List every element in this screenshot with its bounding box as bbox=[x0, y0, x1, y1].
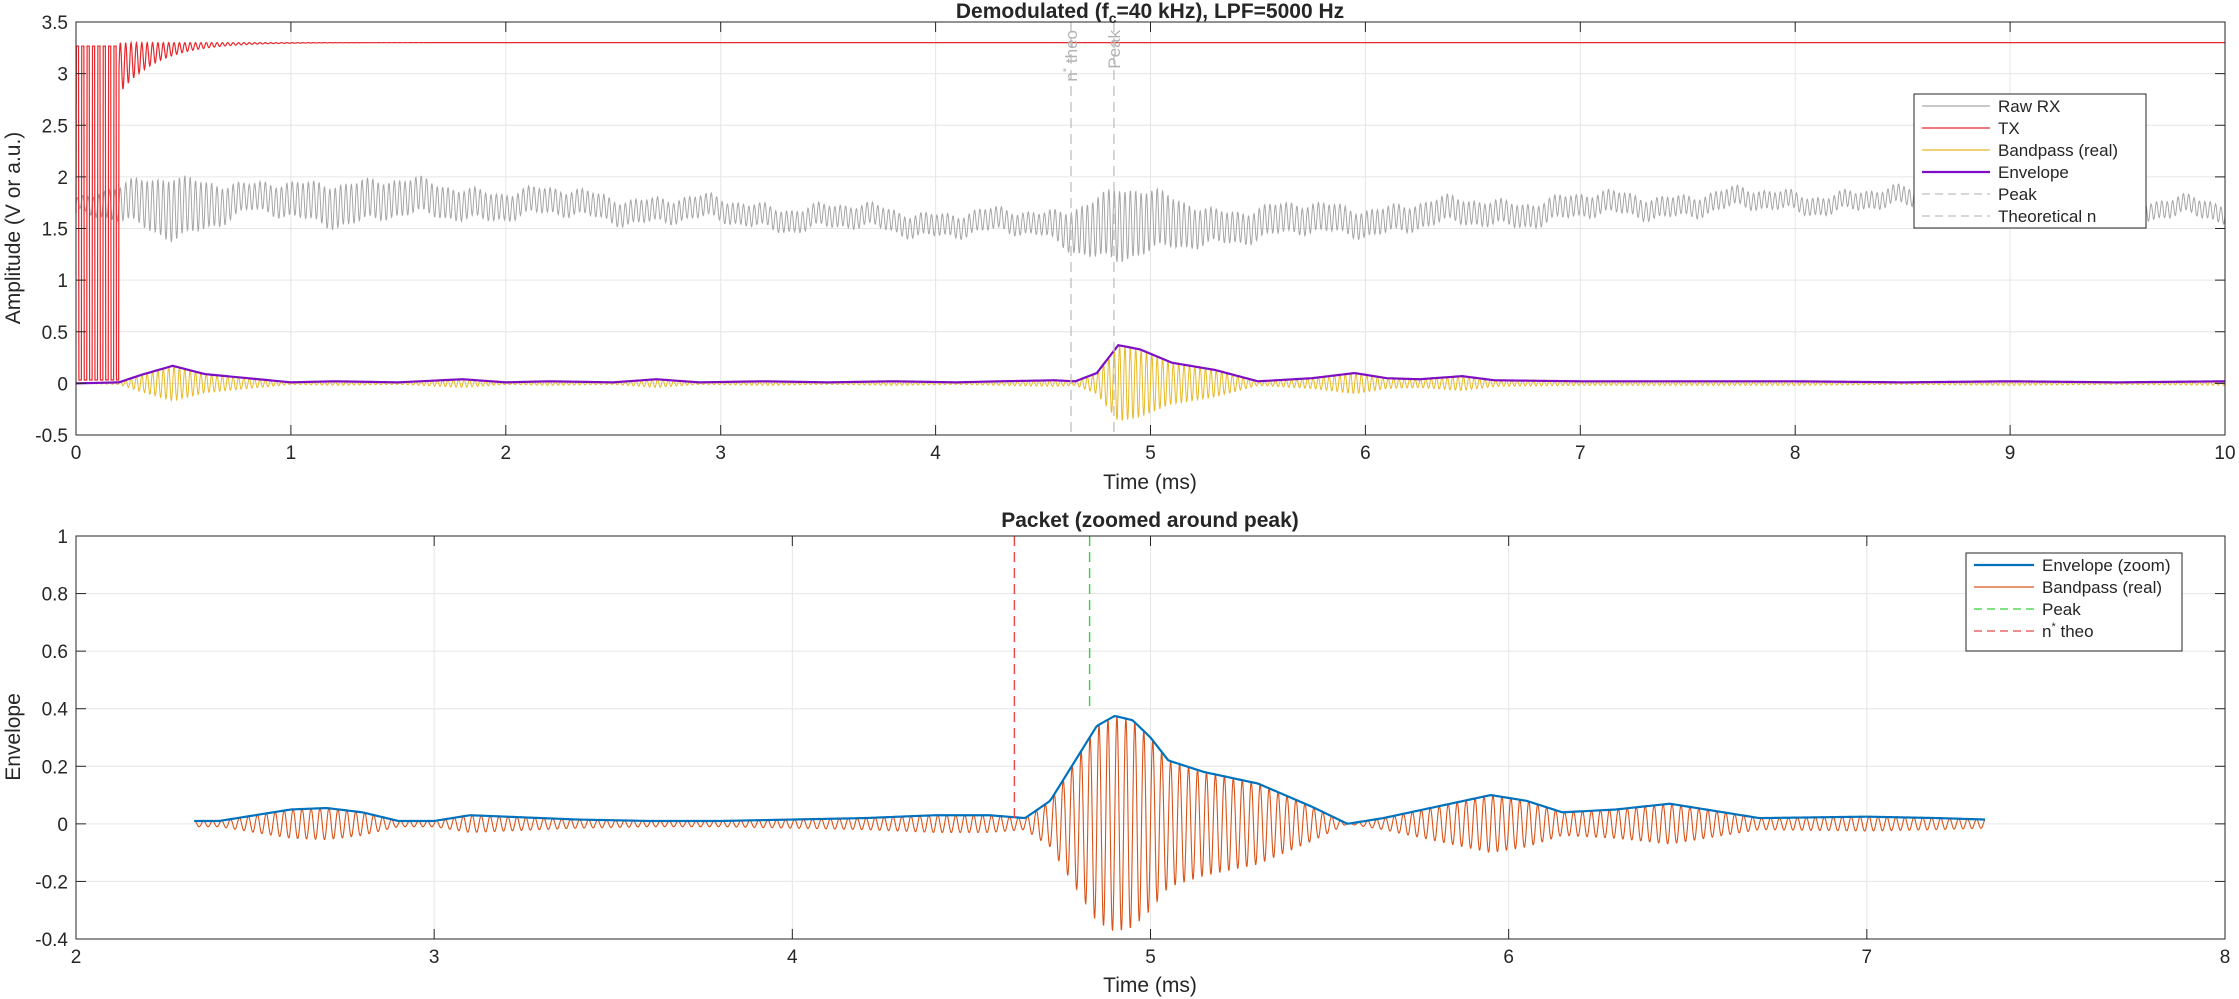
x-tick-label: 3 bbox=[715, 443, 726, 464]
y-tick-label: -0.2 bbox=[35, 872, 68, 893]
x-tick-label: 4 bbox=[930, 443, 941, 464]
x-tick-label: 10 bbox=[2214, 443, 2235, 464]
legend-box bbox=[1913, 93, 2147, 229]
y-tick-label: 0.5 bbox=[42, 323, 68, 344]
legend-label: Bandpass (real) bbox=[2042, 578, 2162, 597]
x-tick-label: 2 bbox=[501, 443, 512, 464]
legend-label: Raw RX bbox=[1998, 97, 2060, 116]
y-tick-label: 0.8 bbox=[42, 585, 68, 606]
y-tick-label: 0 bbox=[57, 815, 68, 836]
y-tick-label: 3.5 bbox=[42, 13, 68, 34]
x-tick-label: 0 bbox=[71, 443, 82, 464]
bottom-axes: 2 3 4 5 6 7 8 -0.4 -0.2 0 0.2 0.4 0.6 0.8 1 Packet (zo… bbox=[2, 509, 2230, 997]
legend-label: n* theo bbox=[2042, 621, 2094, 641]
x-tick-label: 1 bbox=[286, 443, 297, 464]
y-tick-label: 2.5 bbox=[42, 116, 68, 137]
x-tick-label: 9 bbox=[2005, 443, 2016, 464]
legend-box bbox=[1965, 552, 2183, 652]
bottom-legend: Envelope (zoom) Bandpass (real) Peak n* the… bbox=[1965, 552, 2183, 652]
x-tick-label: 3 bbox=[429, 947, 440, 968]
y-tick-label: 0.2 bbox=[42, 757, 68, 778]
x-tick-label: 6 bbox=[1360, 443, 1371, 464]
y-tick-label: -0.4 bbox=[35, 930, 68, 951]
bottom-title: Packet (zoomed around peak) bbox=[1001, 509, 1299, 532]
x-tick-label: 8 bbox=[1790, 443, 1801, 464]
series-bandpass-zoom bbox=[193, 716, 1986, 931]
peak-label: Peak bbox=[1105, 30, 1124, 69]
top-ylabel: Amplitude (V or a.u.) bbox=[2, 132, 25, 325]
bottom-ylabel: Envelope bbox=[2, 693, 25, 781]
legend-label-rest: theo bbox=[2056, 622, 2094, 641]
x-tick-label: 7 bbox=[1575, 443, 1586, 464]
y-tick-label: 0 bbox=[57, 374, 68, 395]
x-tick-label: 2 bbox=[71, 947, 82, 968]
y-tick-label: 2 bbox=[57, 168, 68, 189]
series-envelope-zoom bbox=[194, 715, 1986, 825]
x-tick-label: 5 bbox=[1145, 947, 1156, 968]
legend-label: Bandpass (real) bbox=[1998, 141, 2118, 160]
top-xlabel: Time (ms) bbox=[1103, 471, 1197, 494]
legend-label-main: n bbox=[2042, 622, 2051, 641]
theo-label: n* theo bbox=[1061, 30, 1081, 82]
x-tick-label: 5 bbox=[1145, 443, 1156, 464]
legend-label: TX bbox=[1998, 119, 2020, 138]
x-tick-label: 6 bbox=[1503, 947, 1514, 968]
top-ticks: 0 1 2 3 4 5 6 7 8 9 10-0.500.511.522.533.5 bbox=[35, 13, 2235, 464]
series-raw-rx bbox=[75, 175, 2226, 262]
top-legend: Raw RX TX Bandpass (real) Envelope Peak Theor… bbox=[1913, 93, 2147, 229]
y-tick-label: 1 bbox=[57, 271, 68, 292]
legend-label: Envelope (zoom) bbox=[2042, 556, 2171, 575]
y-tick-label: 0.4 bbox=[42, 700, 69, 721]
legend-label: Peak bbox=[2042, 600, 2081, 619]
bottom-ticks: 2 3 4 5 6 7 8 -0.4 -0.2 0 0.2 0.4 0.6 0.8 1 bbox=[35, 527, 2230, 968]
x-tick-label: 4 bbox=[787, 947, 798, 968]
y-tick-label: 0.6 bbox=[42, 642, 68, 663]
top-series: n* theo Peak bbox=[75, 22, 2226, 435]
legend-label: Peak bbox=[1998, 185, 2037, 204]
legend-label-sup: * bbox=[2051, 621, 2056, 633]
y-tick-label: 1 bbox=[57, 527, 68, 548]
top-title: Demodulated (fc=40 kHz), LPF=5000 Hz bbox=[956, 0, 1344, 26]
series-tx bbox=[75, 40, 2225, 381]
y-tick-label: 3 bbox=[57, 65, 68, 86]
y-tick-label: -0.5 bbox=[35, 426, 68, 447]
legend-label: Envelope bbox=[1998, 163, 2069, 182]
x-tick-label: 7 bbox=[1862, 947, 1873, 968]
legend-label: Theoretical n bbox=[1998, 207, 2096, 226]
bottom-xlabel: Time (ms) bbox=[1103, 974, 1197, 997]
y-tick-label: 1.5 bbox=[42, 220, 68, 241]
x-tick-label: 8 bbox=[2220, 947, 2231, 968]
top-axes: n* theo Peak 0 1 2 3 4 5 6 7 8 9 10-0.500.511.522.5… bbox=[2, 0, 2236, 494]
bottom-series bbox=[193, 536, 1986, 931]
series-envelope bbox=[75, 343, 2226, 385]
